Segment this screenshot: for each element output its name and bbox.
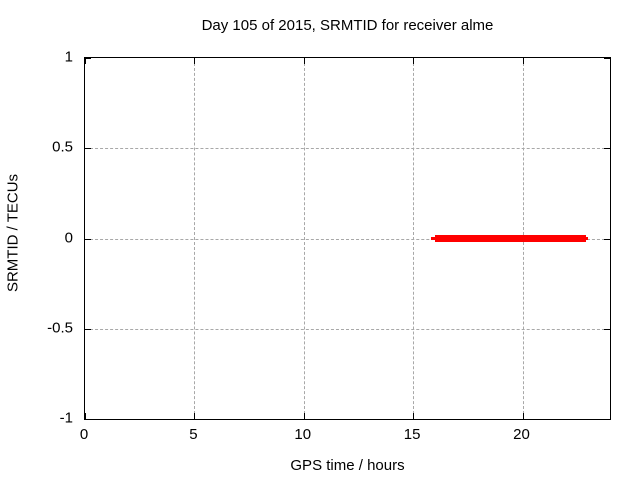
- x-tick-label: 15: [403, 426, 421, 443]
- x-tick-mark: [85, 413, 86, 419]
- x-tick-mark: [413, 413, 415, 419]
- plot-area: [84, 57, 611, 420]
- y-tick-mark: [85, 238, 91, 240]
- x-tick-mark: [522, 58, 524, 64]
- x-tick-mark: [194, 413, 196, 419]
- y-gridline: [85, 238, 610, 240]
- y-tick-label: 1: [64, 48, 73, 66]
- x-tick-label: 10: [294, 426, 312, 443]
- y-tick-mark: [604, 419, 610, 420]
- y-tick-mark: [604, 238, 610, 240]
- x-axis-label: GPS time / hours: [290, 457, 405, 474]
- x-tick-label: 5: [189, 426, 198, 443]
- series-line-srmtid: [435, 235, 586, 242]
- y-tick-mark: [604, 148, 610, 150]
- y-tick-label: -1: [59, 409, 73, 427]
- x-tick-mark: [522, 413, 524, 419]
- x-tick-mark: [413, 58, 415, 64]
- chart-title: Day 105 of 2015, SRMTID for receiver alm…: [201, 17, 494, 34]
- y-tick-mark: [85, 148, 91, 150]
- y-tick-label: 0.5: [52, 138, 73, 156]
- x-tick-label: 20: [513, 426, 530, 443]
- y-tick-mark: [85, 328, 91, 330]
- y-tick-label: 0: [64, 229, 73, 246]
- y-tick-mark: [604, 58, 610, 59]
- x-tick-mark: [85, 58, 86, 64]
- y-gridline: [85, 148, 610, 150]
- y-tick-mark: [85, 58, 91, 59]
- y-tick-mark: [85, 419, 91, 420]
- x-tick-label: 0: [79, 426, 89, 443]
- x-tick-mark: [303, 413, 305, 419]
- y-tick-mark: [604, 328, 610, 330]
- x-tick-mark: [194, 58, 196, 64]
- x-tick-mark: [303, 58, 305, 64]
- y-gridline: [85, 328, 610, 330]
- y-tick-label: -0.5: [47, 319, 73, 337]
